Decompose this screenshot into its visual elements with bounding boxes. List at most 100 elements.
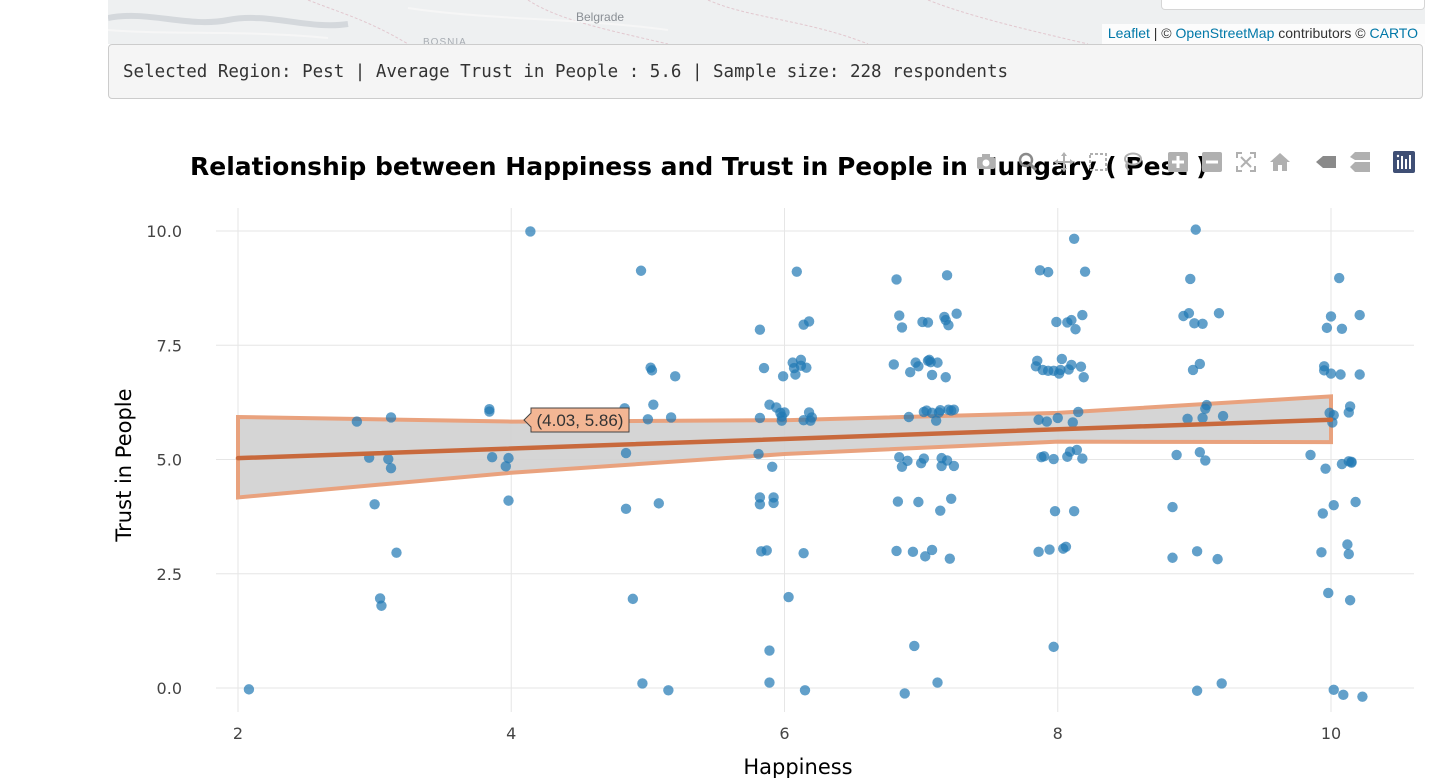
scatter-plot[interactable]: Relationship between Happiness and Trust… — [0, 120, 1440, 778]
scatter-point — [1325, 311, 1337, 322]
tooltip-box — [523, 407, 630, 433]
scatter-point — [1318, 361, 1330, 372]
scatter-point — [648, 399, 659, 410]
scatter-point — [922, 317, 934, 328]
plotly-logo-icon[interactable] — [1392, 150, 1416, 174]
scatter-point — [1350, 496, 1361, 508]
box-select-icon[interactable] — [1086, 150, 1110, 174]
scatter-point — [1066, 314, 1077, 326]
scatter-point — [1200, 455, 1211, 466]
scatter-point — [1333, 272, 1345, 284]
x-tick-label: 2 — [233, 724, 243, 743]
map-region-label: BOSNIA — [423, 37, 467, 44]
scatter-point — [500, 461, 511, 472]
scatter-point — [1048, 453, 1059, 465]
scatter-point — [1201, 399, 1212, 411]
leaflet-link[interactable]: Leaflet — [1107, 25, 1150, 41]
spike-lines-icon[interactable] — [1314, 150, 1338, 174]
scatter-point — [1344, 401, 1356, 412]
y-tick-label: 5.0 — [157, 451, 182, 470]
scatter-point — [653, 498, 665, 509]
scatter-point — [627, 593, 639, 605]
scatter-point — [385, 462, 397, 474]
hover-compare-icon[interactable] — [1348, 150, 1372, 174]
autoscale-icon[interactable] — [1234, 150, 1258, 174]
scatter-point — [503, 495, 514, 506]
attribution-separator: | © — [1149, 25, 1176, 41]
scatter-point — [1048, 641, 1059, 653]
scatter-point — [1338, 689, 1349, 701]
scatter-point — [1191, 685, 1203, 696]
scatter-point — [753, 448, 764, 460]
scatter-point — [1079, 266, 1091, 277]
scatter-point — [1041, 416, 1053, 427]
scatter-point — [1052, 412, 1063, 424]
scatter-point — [918, 453, 930, 464]
zoom-icon[interactable] — [1016, 150, 1040, 174]
openstreetmap-link[interactable]: OpenStreetMap — [1175, 25, 1275, 41]
scatter-point — [932, 357, 943, 368]
scatter-point — [951, 308, 962, 319]
scatter-point — [1323, 587, 1334, 599]
scatter-point — [930, 415, 942, 426]
scatter-point — [646, 365, 658, 376]
scatter-point — [758, 362, 770, 374]
scatter-point — [620, 447, 632, 459]
scatter-point — [791, 266, 802, 277]
scatter-point — [670, 371, 681, 382]
scatter-point — [1078, 372, 1089, 383]
plot-svg[interactable]: Relationship between Happiness and Trust… — [0, 120, 1440, 778]
scatter-point — [1197, 318, 1208, 329]
carto-link[interactable]: CARTO — [1369, 25, 1419, 41]
scatter-point — [754, 412, 766, 424]
camera-icon[interactable] — [974, 150, 998, 174]
scatter-point — [902, 455, 913, 467]
scatter-point — [948, 404, 960, 415]
scatter-point — [1189, 318, 1200, 329]
scatter-point — [1055, 364, 1066, 376]
plot-modebar — [970, 150, 1420, 176]
reset-axes-icon[interactable] — [1268, 150, 1292, 174]
scatter-point — [1346, 456, 1357, 467]
scatter-point — [801, 362, 812, 373]
scatter-point — [767, 461, 778, 473]
zoom-out-icon[interactable] — [1200, 150, 1224, 174]
scatter-point — [932, 677, 943, 688]
scatter-point — [1167, 552, 1178, 563]
scatter-point — [1217, 410, 1229, 422]
scatter-point — [943, 319, 954, 331]
scatter-point — [799, 685, 811, 696]
scatter-point — [1044, 544, 1055, 555]
pan-icon[interactable] — [1052, 150, 1076, 174]
scatter-point — [1343, 548, 1354, 560]
scatter-point — [243, 684, 255, 695]
scatter-point — [385, 412, 397, 423]
scatter-point — [1060, 541, 1072, 552]
scatter-point — [1328, 500, 1339, 511]
lasso-icon[interactable] — [1120, 150, 1144, 174]
scatter-point — [1197, 412, 1208, 424]
scatter-point — [369, 499, 380, 510]
scatter-point — [503, 452, 514, 464]
zoom-in-icon[interactable] — [1166, 150, 1190, 174]
scatter-point — [1049, 505, 1061, 517]
scatter-point — [1032, 355, 1043, 366]
map-strip[interactable]: Belgrade BOSNIA Leaflet | © OpenStreetMa… — [108, 0, 1425, 44]
scatter-point — [1073, 406, 1084, 418]
scatter-point — [1034, 265, 1046, 276]
scatter-point — [1033, 546, 1044, 558]
scatter-point — [913, 361, 924, 372]
scatter-point — [945, 493, 957, 505]
scatter-point — [1187, 364, 1199, 376]
scatter-point — [777, 371, 789, 382]
scatter-point — [1336, 323, 1348, 334]
scatter-point — [920, 551, 931, 562]
scatter-point — [1182, 413, 1193, 425]
scatter-point — [637, 678, 648, 689]
y-tick-label: 7.5 — [157, 336, 182, 355]
scatter-point — [907, 546, 919, 558]
chart-title: Relationship between Happiness and Trust… — [190, 152, 1208, 181]
scatter-point — [894, 452, 905, 463]
scatter-point — [1051, 316, 1062, 328]
x-tick-label: 4 — [506, 724, 516, 743]
